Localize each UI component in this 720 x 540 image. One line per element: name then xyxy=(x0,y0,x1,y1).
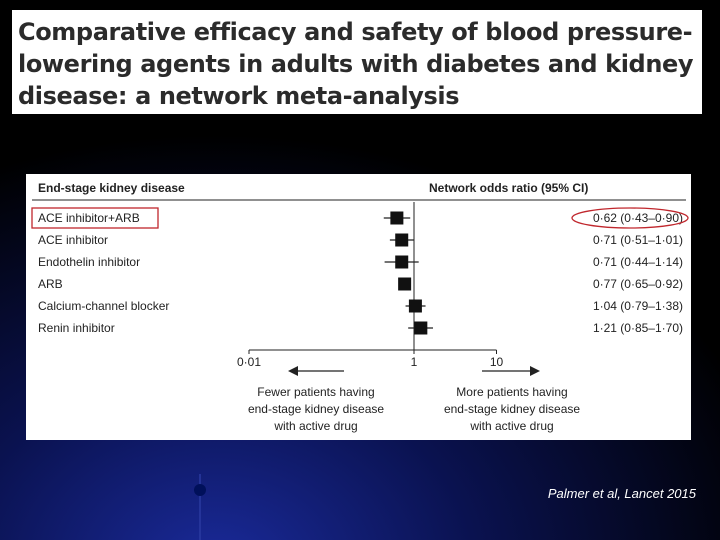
right-annotation-line: More patients having xyxy=(456,385,567,399)
row-label: Renin inhibitor xyxy=(38,321,115,335)
right-arrow-head xyxy=(530,366,540,376)
highlight-box xyxy=(31,207,159,229)
slide-title: Comparative efficacy and safety of blood… xyxy=(18,18,694,110)
value-column-header: Network odds ratio (95% CI) xyxy=(429,181,588,195)
x-tick-label: 10 xyxy=(490,355,504,369)
row-value: 0·77 (0·65–0·92) xyxy=(593,277,683,291)
row-value: 0·71 (0·51–1·01) xyxy=(593,233,683,247)
forest-plot-figure: End-stage kidney disease Network odds ra… xyxy=(26,174,691,440)
forest-plot: End-stage kidney disease Network odds ra… xyxy=(31,181,689,433)
point-estimate xyxy=(398,277,412,291)
x-tick-label: 0·01 xyxy=(237,355,261,369)
left-annotation-line: Fewer patients having xyxy=(257,385,374,399)
left-annotation-line: end-stage kidney disease xyxy=(248,402,384,416)
left-arrow-head xyxy=(288,366,298,376)
point-estimate xyxy=(395,255,409,269)
row-value: 1·04 (0·79–1·38) xyxy=(593,299,683,313)
row-label: Calcium-channel blocker xyxy=(38,299,169,313)
citation: Palmer et al, Lancet 2015 xyxy=(547,486,696,501)
row-value: 1·21 (0·85–1·70) xyxy=(593,321,683,335)
row-label: ACE inhibitor+ARB xyxy=(38,211,140,225)
row-label: ARB xyxy=(38,277,63,291)
highlight-ellipse xyxy=(571,207,689,229)
title-box: Comparative efficacy and safety of blood… xyxy=(12,10,702,114)
point-estimate xyxy=(414,321,428,335)
point-estimate xyxy=(390,211,404,225)
chart-title: End-stage kidney disease xyxy=(38,181,185,195)
left-annotation-line: with active drug xyxy=(273,419,357,433)
point-estimate xyxy=(408,299,422,313)
row-value: 0·62 (0·43–0·90) xyxy=(593,211,683,225)
right-annotation-line: end-stage kidney disease xyxy=(444,402,580,416)
point-estimate xyxy=(395,233,409,247)
row-label: Endothelin inhibitor xyxy=(38,255,140,269)
decorative-bullet xyxy=(194,484,206,496)
right-annotation-line: with active drug xyxy=(469,419,553,433)
row-label: ACE inhibitor xyxy=(38,233,108,247)
row-value: 0·71 (0·44–1·14) xyxy=(593,255,683,269)
x-tick-label: 1 xyxy=(411,355,418,369)
